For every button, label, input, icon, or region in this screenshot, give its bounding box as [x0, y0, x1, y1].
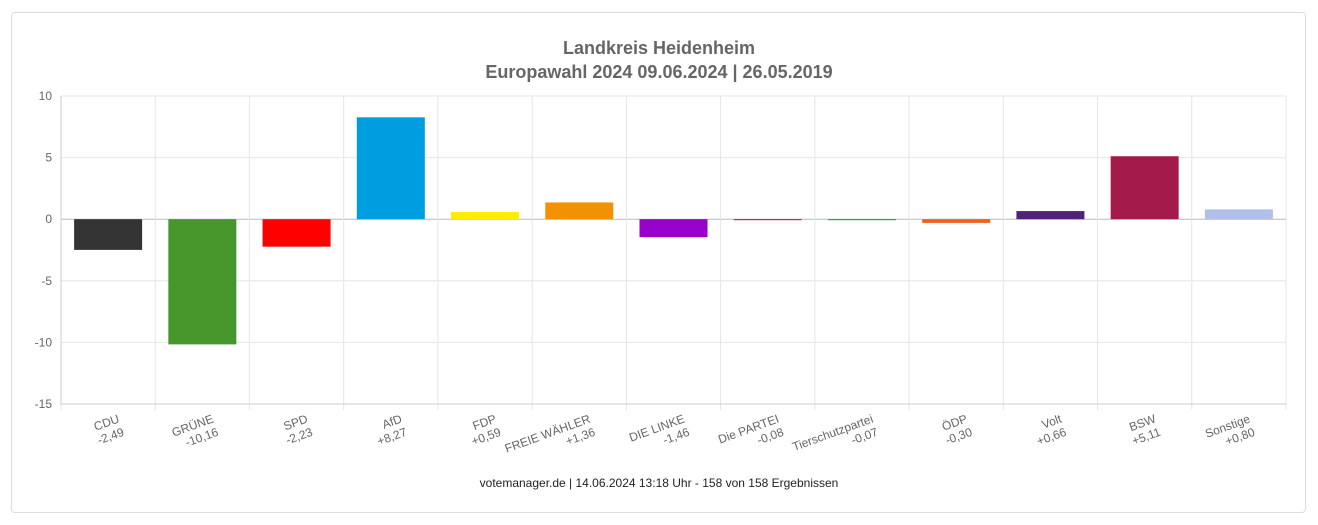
bar-tierschutzpartei	[827, 219, 896, 221]
y-tick-label: -5	[41, 274, 52, 288]
x-tick-label: FREIE WÄHLER+1,36	[503, 412, 597, 469]
chart-subtitle: Europawahl 2024 09.06.2024 | 26.05.2019	[485, 62, 833, 82]
chart-footer: votemanager.de | 14.06.2024 13:18 Uhr - …	[479, 476, 839, 490]
x-tick-label: BSW+5,11	[1125, 411, 1163, 448]
bar-sonstige	[1204, 209, 1273, 220]
bar-spd	[262, 219, 331, 247]
y-tick-label: 10	[39, 89, 53, 103]
x-tick-label: Die PARTEI-0,08	[716, 412, 786, 460]
bar-volt	[1016, 211, 1085, 220]
chart-title: Landkreis Heidenheim	[562, 38, 756, 58]
bar-bsw	[1110, 156, 1179, 220]
bar-die-linke	[639, 219, 708, 238]
y-tick-label: -15	[35, 397, 53, 411]
x-tick-label: SPD-2,23	[279, 412, 315, 448]
x-tick-label: GRÜNE-10,16	[170, 412, 221, 453]
y-tick-label: 5	[45, 151, 52, 165]
bar-grüne	[168, 219, 237, 345]
bar-freie-wähler	[545, 202, 614, 220]
bar-fdp	[451, 211, 520, 220]
bar-ödp	[922, 219, 991, 223]
bar-die-partei	[733, 219, 802, 221]
x-tick-label: ÖDP-0,30	[939, 412, 975, 448]
y-tick-label: -10	[35, 335, 53, 349]
x-tick-label: Sonstige+0,80	[1203, 412, 1257, 454]
x-tick-label: DIE LINKE-1,46	[627, 412, 691, 458]
chart-frame	[11, 12, 1306, 513]
x-tick-label: FDP+0,59	[465, 412, 503, 449]
x-tick-label: CDU-2,49	[91, 412, 127, 448]
bar-cdu	[74, 219, 143, 250]
y-tick-label: 0	[45, 212, 52, 226]
x-tick-label: Tierschutzpartei-0,07	[790, 412, 880, 467]
x-tick-label: AfD+8,27	[371, 412, 409, 449]
x-tick-label: Volt+0,66	[1030, 411, 1069, 448]
bar-afd	[356, 117, 425, 220]
